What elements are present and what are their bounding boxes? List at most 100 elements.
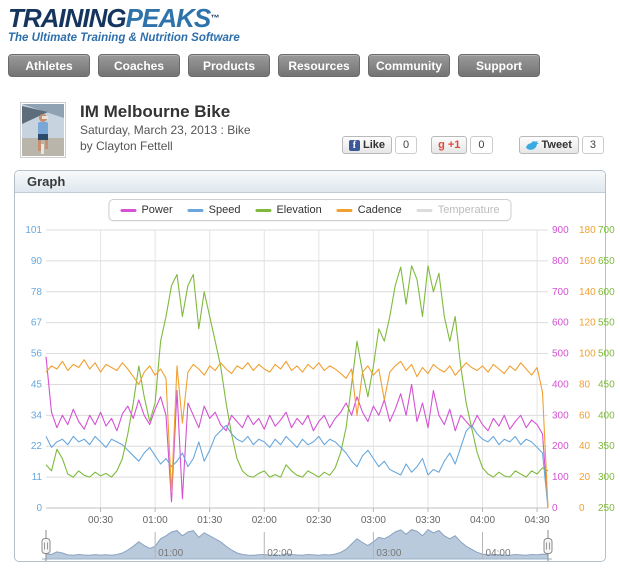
navigator-left-handle[interactable] xyxy=(41,530,51,561)
cadence-axis-label: 160 xyxy=(579,256,596,267)
series-lines xyxy=(45,265,549,509)
speed-axis-label: 90 xyxy=(31,256,43,267)
elevation-axis-label: 700 xyxy=(598,225,615,236)
workout-byline: by Clayton Fettell xyxy=(80,139,173,153)
power-axis-label: 400 xyxy=(552,379,569,390)
legend-swatch-temperature xyxy=(416,208,433,212)
legend-swatch-elevation xyxy=(255,208,272,212)
elevation-axis-label: 650 xyxy=(598,256,615,267)
legend-label: Elevation xyxy=(276,204,322,216)
power-axis-label: 100 xyxy=(552,472,569,483)
athlete-photo xyxy=(20,102,66,158)
tweet-label: Tweet xyxy=(541,139,572,151)
workout-date: Saturday, March 23, 2013 : Bike xyxy=(80,123,251,137)
legend-swatch-speed xyxy=(187,208,204,212)
trainingpeaks-logo[interactable]: TRAININGPEAKS™ The Ultimate Training & N… xyxy=(8,5,620,44)
google-icon: g xyxy=(438,139,445,151)
cadence-axis-label: 20 xyxy=(579,472,591,483)
speed-axis-label: 56 xyxy=(31,349,43,360)
elevation-axis-label: 500 xyxy=(598,349,615,360)
workout-title: IM Melbourne Bike xyxy=(80,102,231,121)
elevation-axis-label: 400 xyxy=(598,410,615,421)
graph-panel-header: Graph xyxy=(15,171,605,193)
power-axis-label: 700 xyxy=(552,287,569,298)
elevation-axis-label: 300 xyxy=(598,472,615,483)
legend-item-temperature[interactable]: Temperature xyxy=(416,204,500,216)
power-axis-label: 900 xyxy=(552,225,569,236)
legend-label: Speed xyxy=(208,204,241,216)
time-axis-label: 00:30 xyxy=(88,515,113,526)
nav-button-athletes[interactable]: Athletes xyxy=(8,54,90,77)
navigator-elevation-area xyxy=(45,528,549,560)
navigator-right-handle[interactable] xyxy=(543,530,553,561)
elevation-axis-label: 600 xyxy=(598,287,615,298)
speed-axis-label: 22 xyxy=(31,441,43,452)
time-axis-label: 02:30 xyxy=(306,515,331,526)
twitter-bird-icon xyxy=(525,140,539,151)
nav-button-products[interactable]: Products xyxy=(188,54,270,77)
legend-label: Cadence xyxy=(357,204,402,216)
like-label: Like xyxy=(362,139,385,151)
cadence-axis-label: 180 xyxy=(579,225,596,236)
navigator-time-label: 04:00 xyxy=(486,548,511,559)
series-line-speed xyxy=(45,424,549,509)
legend-swatch-power xyxy=(120,208,137,212)
navigator-time-label: 02:00 xyxy=(267,548,292,559)
speed-axis-label: 0 xyxy=(36,503,42,514)
brand-wordmark: TRAININGPEAKS™ xyxy=(8,5,620,31)
workout-titles: IM Melbourne Bike Saturday, March 23, 20… xyxy=(80,102,251,158)
cadence-axis-label: 40 xyxy=(579,441,591,452)
google-plus-one-button[interactable]: g +1 xyxy=(431,136,468,154)
main-chart-svg[interactable]: 0112234455667789010101002003004005006007… xyxy=(15,193,615,562)
time-axis-label: 04:30 xyxy=(525,515,550,526)
cadence-axis-label: 60 xyxy=(579,410,591,421)
gridlines xyxy=(46,229,548,509)
time-axis-label: 01:00 xyxy=(143,515,168,526)
cadence-axis-label: 80 xyxy=(579,379,591,390)
nav-button-resources[interactable]: Resources xyxy=(278,54,360,77)
cadence-axis-label: 140 xyxy=(579,287,596,298)
navigator-time-label: 01:00 xyxy=(158,548,183,559)
time-axis-label: 01:30 xyxy=(197,515,222,526)
nav-button-community[interactable]: Community xyxy=(368,54,450,77)
series-line-power xyxy=(45,356,549,509)
time-axis-label: 04:00 xyxy=(470,515,495,526)
speed-axis-label: 11 xyxy=(32,472,43,483)
range-navigator[interactable]: 01:00 02:00 03:00 04:00 xyxy=(41,528,553,561)
legend-item-speed[interactable]: Speed xyxy=(187,204,241,216)
legend-item-power[interactable]: Power xyxy=(120,204,173,216)
speed-axis-label: 67 xyxy=(31,318,43,329)
plus-one-label: +1 xyxy=(447,139,461,151)
chart-legend: Power Speed Elevation Cadence Temperature xyxy=(108,199,512,221)
legend-item-cadence[interactable]: Cadence xyxy=(336,204,402,216)
cadence-axis-label: 100 xyxy=(579,349,596,360)
social-buttons: f Like 0 g +1 0 Tweet 3 xyxy=(341,136,604,158)
axis-labels: 0112234455667789010101002003004005006007… xyxy=(25,225,615,526)
legend-label: Power xyxy=(141,204,173,216)
brand-peaks: PEAKS xyxy=(125,3,212,33)
series-line-elevation xyxy=(45,265,549,478)
cadence-axis-label: 120 xyxy=(579,318,596,329)
series-line-cadence xyxy=(45,359,549,509)
graph-panel: Graph Power Speed Elevation Cadence Temperat… xyxy=(14,170,615,562)
tweet-button[interactable]: Tweet xyxy=(518,136,579,154)
power-axis-label: 800 xyxy=(552,256,569,267)
legend-item-elevation[interactable]: Elevation xyxy=(255,204,322,216)
speed-axis-label: 45 xyxy=(31,379,43,390)
workout-header: IM Melbourne Bike Saturday, March 23, 20… xyxy=(20,102,604,158)
time-axis-label: 02:00 xyxy=(252,515,277,526)
cadence-axis-label: 0 xyxy=(579,503,585,514)
elevation-axis-label: 550 xyxy=(598,318,615,329)
navigator-time-label: 03:00 xyxy=(376,548,401,559)
time-axis-label: 03:30 xyxy=(415,515,440,526)
elevation-axis-label: 250 xyxy=(598,503,615,514)
nav-button-support[interactable]: Support xyxy=(458,54,540,77)
power-axis-label: 200 xyxy=(552,441,569,452)
elevation-axis-label: 350 xyxy=(598,441,615,452)
facebook-like-button[interactable]: f Like xyxy=(341,136,392,154)
legend-swatch-cadence xyxy=(336,208,353,212)
nav-button-coaches[interactable]: Coaches xyxy=(98,54,180,77)
facebook-icon: f xyxy=(348,139,360,151)
